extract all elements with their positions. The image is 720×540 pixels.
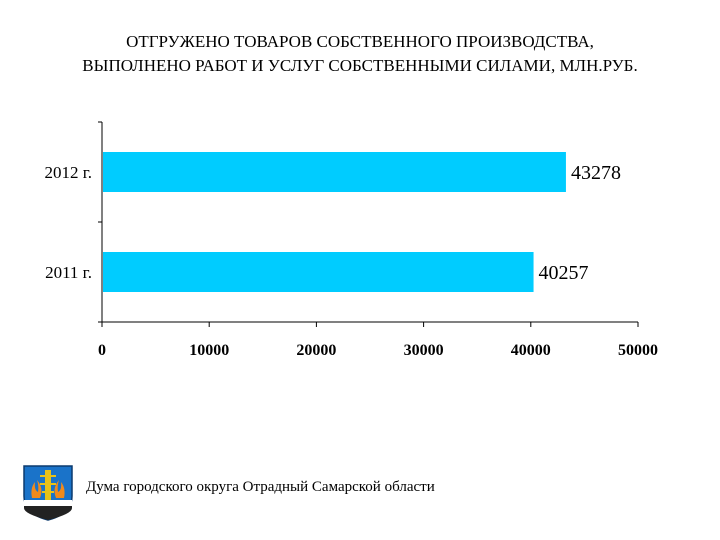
chart-title: ОТГРУЖЕНО ТОВАРОВ СОБСТВЕННОГО ПРОИЗВОДС… (0, 30, 720, 78)
chart-title-line-1: ОТГРУЖЕНО ТОВАРОВ СОБСТВЕННОГО ПРОИЗВОДС… (126, 32, 594, 51)
x-tick-label: 0 (98, 342, 106, 359)
footer-organization-name: Дума городского округа Отрадный Самарско… (86, 479, 435, 495)
x-tick-label: 40000 (511, 342, 551, 359)
x-tick-label: 20000 (296, 342, 336, 359)
y-category-label: 2012 г. (44, 163, 92, 182)
data-label: 43278 (571, 162, 621, 184)
bar (103, 152, 566, 192)
x-tick-label: 30000 (404, 342, 444, 359)
x-tick-label: 10000 (189, 342, 229, 359)
x-tick-label: 50000 (618, 342, 658, 359)
city-coat-of-arms-icon (23, 465, 73, 521)
chart-title-line-2: ВЫПОЛНЕНО РАБОТ И УСЛУГ СОБСТВЕННЫМИ СИЛ… (82, 56, 638, 75)
y-category-label: 2011 г. (45, 263, 92, 282)
bar-chart: 0 10000 20000 30000 40000 50000 2012 г. 43278 20… (44, 121, 658, 359)
footer: Дума городского округа Отрадный Самарско… (20, 462, 700, 522)
data-label: 40257 (539, 262, 589, 284)
bar (103, 252, 534, 292)
